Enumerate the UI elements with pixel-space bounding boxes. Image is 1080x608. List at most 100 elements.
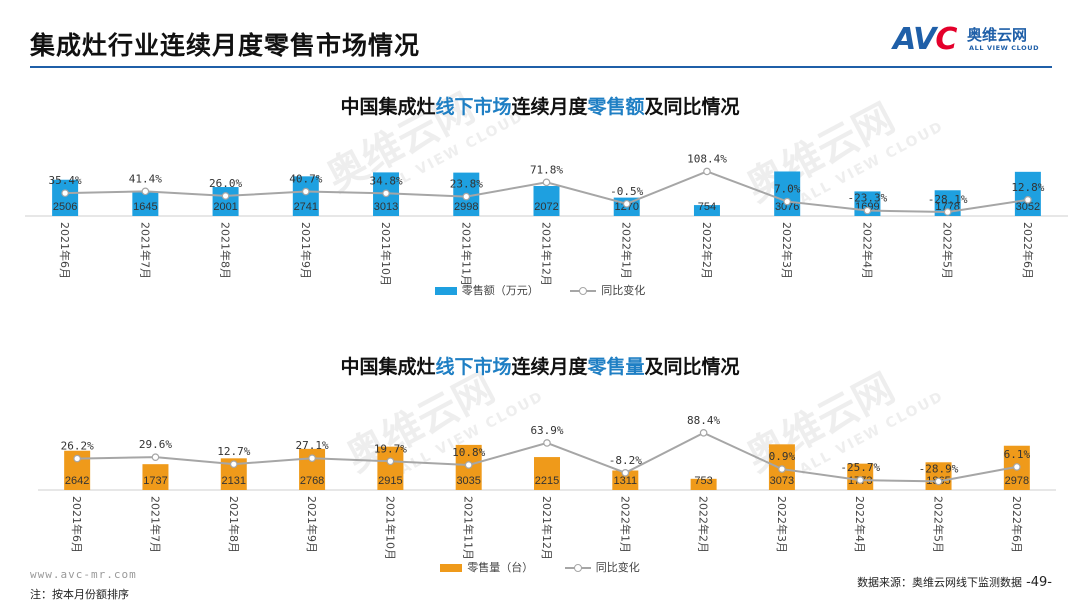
yoy-point xyxy=(622,199,631,208)
logo-cn: 奥维云网 xyxy=(967,26,1028,44)
logo-mark: AVC xyxy=(893,22,957,57)
bar xyxy=(132,192,159,216)
bar-value-label: 2506 xyxy=(53,201,77,213)
yoy-point xyxy=(542,178,551,187)
yoy-label: -23.3% xyxy=(848,192,888,205)
bar-value-label: 2998 xyxy=(454,201,478,213)
footer-note: 注：按本月份额排序 xyxy=(30,588,129,601)
yoy-point xyxy=(308,454,316,463)
yoy-point xyxy=(382,189,390,198)
x-tick-label: 2022年1月 xyxy=(620,222,634,279)
yoy-label: 26.0% xyxy=(209,177,242,190)
legend-bar: 零售量（台） xyxy=(440,559,533,575)
yoy-label: -25.7% xyxy=(840,461,880,474)
bar xyxy=(774,171,801,216)
header-divider xyxy=(30,66,1052,68)
yoy-label: 12.7% xyxy=(217,445,250,458)
bar-value-label: 2741 xyxy=(294,201,318,213)
yoy-label: 12.8% xyxy=(1011,181,1044,194)
bar-value-label: 3035 xyxy=(456,475,480,487)
chart-plot: 2506 2021年6月 1645 2021年7月 2001 2021年8月 2741 202… xyxy=(25,152,1068,286)
x-tick-label: 2021年10月 xyxy=(383,496,397,560)
x-tick-label: 2021年9月 xyxy=(305,496,319,553)
bar xyxy=(1014,171,1041,216)
yoy-point xyxy=(943,208,952,216)
x-tick-label: 2022年6月 xyxy=(1010,496,1024,553)
yoy-point xyxy=(778,465,786,473)
bar-value-label: 2001 xyxy=(213,201,237,213)
x-tick-label: 2021年6月 xyxy=(58,222,72,279)
yoy-point xyxy=(302,187,310,196)
bar xyxy=(533,186,560,216)
yoy-point xyxy=(221,192,230,200)
x-tick-label: 2022年2月 xyxy=(697,496,711,553)
yoy-label: 0.9% xyxy=(769,450,796,463)
yoy-point xyxy=(1013,463,1021,471)
yoy-label: 23.8% xyxy=(450,178,483,191)
bar-value-label: 1645 xyxy=(133,201,157,213)
brand-logo: AVC 奥维云网 ALL VIEW CLOUD xyxy=(893,20,1063,60)
bar-value-label: 753 xyxy=(694,475,712,487)
bar xyxy=(377,446,404,490)
bar-value-label: 1778 xyxy=(935,201,959,213)
x-tick-label: 2022年5月 xyxy=(941,222,955,279)
bar-value-label: 2768 xyxy=(300,475,324,487)
x-tick-label: 2021年6月 xyxy=(70,496,84,553)
bar-value-label: 3052 xyxy=(1016,201,1040,213)
bar-value-label: 1737 xyxy=(143,475,167,487)
bar-value-label: 2072 xyxy=(534,201,558,213)
yoy-point xyxy=(621,469,630,477)
yoy-label: 29.6% xyxy=(139,438,172,451)
x-tick-label: 2022年6月 xyxy=(1021,222,1035,279)
yoy-label: 63.9% xyxy=(530,424,563,437)
x-tick-label: 2021年12月 xyxy=(540,496,554,560)
chart-plot: 2642 2021年6月 1737 2021年7月 2131 2021年8月 2768 202… xyxy=(38,414,1056,560)
bar xyxy=(693,205,720,216)
bar xyxy=(142,464,169,490)
bar-value-label: 754 xyxy=(698,201,716,213)
yoy-label: 7.0% xyxy=(774,183,801,196)
x-tick-label: 2021年12月 xyxy=(540,222,554,286)
x-tick-label: 2021年11月 xyxy=(459,222,473,286)
x-tick-label: 2021年9月 xyxy=(299,222,313,279)
yoy-point xyxy=(783,197,791,206)
yoy-point xyxy=(464,461,473,469)
bar-value-label: 2915 xyxy=(378,475,402,487)
x-tick-label: 2021年7月 xyxy=(138,222,152,279)
yoy-point xyxy=(856,476,865,484)
x-tick-label: 2021年11月 xyxy=(462,496,476,560)
chart-legend: 零售额（万元） 同比变化 xyxy=(0,282,1080,298)
yoy-label: 10.8% xyxy=(452,446,485,459)
yoy-point xyxy=(73,454,81,463)
yoy-label: 108.4% xyxy=(687,152,727,165)
yoy-point xyxy=(386,457,395,466)
yoy-label: -28.9% xyxy=(919,462,959,475)
yoy-label: 26.2% xyxy=(61,440,94,453)
bar xyxy=(212,187,239,216)
yoy-label: 34.8% xyxy=(369,174,402,187)
x-tick-label: 2022年1月 xyxy=(618,496,632,553)
yoy-point xyxy=(863,206,872,215)
bar-value-label: 3073 xyxy=(770,475,794,487)
x-tick-label: 2021年7月 xyxy=(148,496,162,553)
bar xyxy=(925,462,952,490)
bar-value-label: 2642 xyxy=(65,475,89,487)
footer-source: 数据来源：奥维云网线下监测数据 -49- xyxy=(857,575,1052,590)
logo-en: ALL VIEW CLOUD xyxy=(969,44,1040,52)
x-tick-label: 2022年3月 xyxy=(775,496,789,553)
page-number: -49- xyxy=(1026,575,1052,590)
bar xyxy=(292,176,319,216)
bar-value-label: 2215 xyxy=(535,475,559,487)
bar-value-label: 3076 xyxy=(775,201,799,213)
yoy-label: 40.7% xyxy=(289,173,322,186)
yoy-label: 19.7% xyxy=(374,442,407,455)
footer-url: www.avc-mr.com xyxy=(30,568,137,581)
yoy-point xyxy=(1024,196,1032,204)
x-tick-label: 2022年4月 xyxy=(860,222,874,279)
yoy-point xyxy=(543,439,551,447)
yoy-point xyxy=(703,167,711,176)
bar-value-label: 2131 xyxy=(222,475,246,487)
x-tick-label: 2022年2月 xyxy=(700,222,714,279)
x-tick-label: 2021年8月 xyxy=(227,496,241,553)
x-tick-label: 2022年3月 xyxy=(780,222,794,279)
